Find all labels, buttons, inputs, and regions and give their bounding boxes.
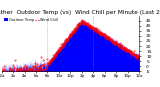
Text: 12a: 12a — [0, 74, 5, 78]
Text: 4p: 4p — [91, 74, 96, 78]
Text: 8p: 8p — [114, 74, 119, 78]
Text: 6p: 6p — [102, 74, 107, 78]
Text: 6a: 6a — [33, 74, 39, 78]
Text: 10p: 10p — [124, 74, 132, 78]
Text: 12p: 12p — [67, 74, 74, 78]
Text: 2a: 2a — [11, 74, 16, 78]
Text: 4a: 4a — [22, 74, 27, 78]
Title: Milwaukee Weather  Outdoor Temp (vs)  Wind Chill per Minute (Last 24 Hours): Milwaukee Weather Outdoor Temp (vs) Wind… — [0, 10, 160, 15]
Legend: Outdoor Temp, Wind Chill: Outdoor Temp, Wind Chill — [3, 17, 58, 22]
Text: 10a: 10a — [55, 74, 63, 78]
Text: 2p: 2p — [79, 74, 84, 78]
Text: 8a: 8a — [45, 74, 50, 78]
Text: 12a: 12a — [136, 74, 143, 78]
